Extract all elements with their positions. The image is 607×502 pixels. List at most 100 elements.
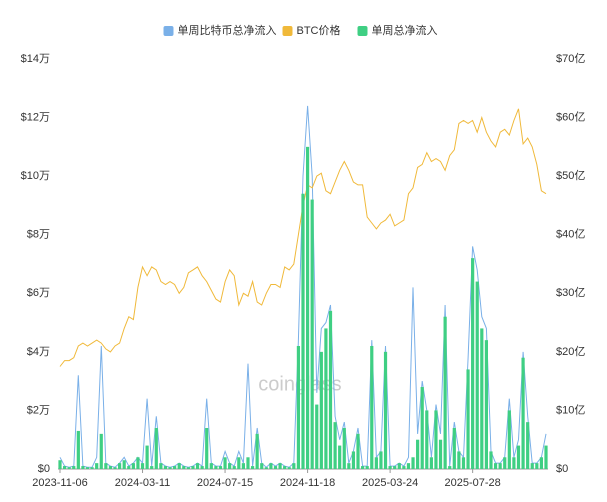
bar: [223, 457, 227, 469]
bar: [406, 463, 411, 469]
bar: [145, 445, 149, 469]
bar: [498, 463, 502, 469]
y2-tick-label: $70亿: [556, 52, 585, 65]
x-tick-label: 2024-11-18: [280, 477, 335, 489]
bar: [246, 457, 250, 469]
bar: [228, 463, 232, 469]
bar: [475, 281, 479, 469]
bar: [195, 463, 200, 469]
bar: [173, 466, 177, 469]
bar: [186, 467, 190, 469]
bar: [237, 457, 241, 469]
bar: [489, 451, 493, 469]
bar: [104, 463, 108, 469]
y-tick-label: $12万: [21, 111, 50, 123]
bar: [200, 466, 204, 469]
bar: [273, 466, 278, 469]
bar: [493, 463, 498, 469]
bar: [402, 466, 406, 469]
bar: [241, 463, 245, 469]
bar: [315, 404, 319, 469]
y-tick-label: $4万: [27, 346, 50, 358]
bar: [163, 466, 168, 469]
bar: [443, 316, 447, 469]
y2-tick-label: $60亿: [556, 110, 585, 123]
bar: [58, 460, 62, 469]
legend-swatch: [282, 26, 293, 36]
bar: [99, 433, 103, 469]
bar: [356, 433, 360, 469]
bar: [232, 466, 236, 469]
y2-tick-label: $40亿: [556, 228, 585, 241]
bar: [379, 451, 383, 469]
y2-tick-label: $50亿: [556, 169, 585, 182]
bar: [361, 466, 365, 469]
bar: [118, 463, 122, 469]
bar: [429, 457, 433, 469]
bar: [214, 466, 218, 469]
bar: [113, 467, 117, 469]
bar: [122, 460, 126, 469]
bar: [301, 193, 305, 469]
x-tick-label: 2025-03-24: [362, 477, 418, 489]
bar: [411, 457, 415, 469]
bar: [278, 463, 282, 469]
bar: [448, 466, 452, 469]
bar: [250, 466, 255, 469]
bar: [507, 410, 511, 469]
y-tick-label: $6万: [27, 287, 50, 299]
bar: [351, 451, 356, 469]
bar: [425, 410, 429, 469]
bar: [466, 369, 470, 469]
bar: [168, 467, 172, 469]
bar: [393, 466, 397, 469]
bar: [264, 467, 268, 469]
bar: [420, 387, 424, 469]
bar: [388, 466, 392, 469]
bar: [72, 466, 76, 469]
bar: [319, 351, 323, 469]
bar: [131, 463, 135, 469]
y2-tick-label: $10亿: [556, 403, 585, 416]
bar: [150, 466, 154, 469]
bar: [512, 457, 516, 469]
bar: [365, 466, 369, 469]
bar: [154, 428, 158, 469]
bar: [471, 258, 475, 469]
bar: [503, 457, 507, 469]
bar: [90, 467, 94, 469]
bar: [480, 328, 484, 469]
legend-swatch: [357, 26, 368, 36]
bar: [218, 466, 223, 469]
bar: [535, 463, 539, 469]
y2-tick-label: $0: [556, 463, 568, 475]
bar: [544, 445, 548, 469]
bar: [434, 410, 438, 469]
y-tick-label: $8万: [27, 229, 50, 241]
line: [59, 105, 547, 468]
bar: [95, 463, 99, 469]
bar: [324, 328, 328, 469]
y2-tick-label: $30亿: [556, 286, 585, 299]
bar: [333, 422, 337, 469]
bar: [127, 466, 131, 469]
legend-label: 单周总净流入: [372, 23, 438, 37]
bar: [296, 346, 301, 469]
bar: [283, 466, 287, 469]
bar: [397, 463, 401, 469]
bar: [159, 463, 163, 469]
bar: [182, 466, 186, 469]
bar: [328, 310, 333, 469]
bar: [67, 467, 71, 469]
bar: [338, 445, 342, 469]
bar: [347, 463, 351, 469]
bar: [310, 199, 314, 470]
bar: [85, 467, 90, 469]
x-tick-label: 2024-03-11: [115, 477, 170, 489]
bar: [342, 428, 346, 469]
bar: [191, 466, 195, 469]
bar: [269, 463, 273, 469]
y-tick-label: $0: [38, 463, 50, 475]
y-tick-label: $14万: [21, 53, 50, 65]
